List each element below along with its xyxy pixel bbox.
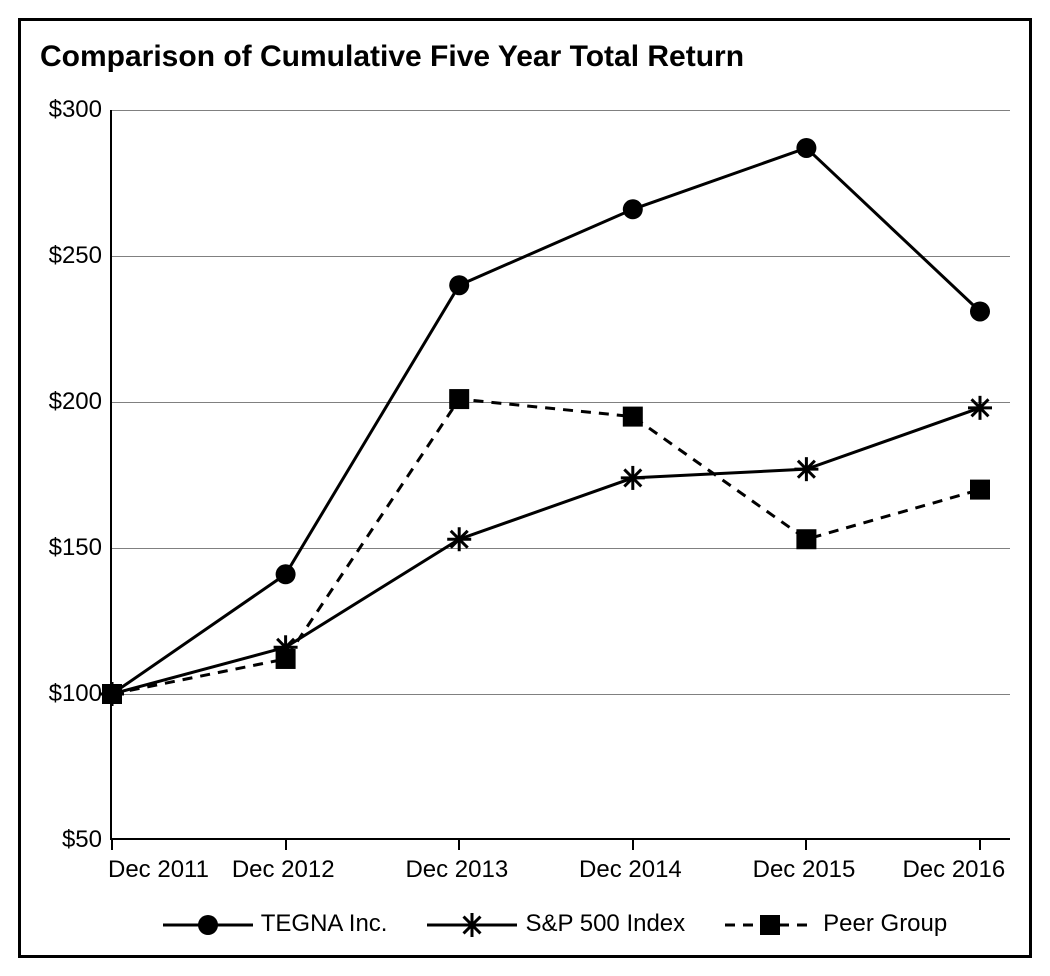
x-tick bbox=[111, 840, 113, 850]
legend-item: S&P 500 Index bbox=[427, 910, 685, 938]
x-tick bbox=[805, 840, 807, 850]
y-tick-label: $50 bbox=[32, 826, 102, 854]
legend-sample bbox=[725, 914, 815, 934]
series-marker bbox=[276, 649, 296, 669]
series-marker bbox=[794, 457, 818, 481]
series-marker bbox=[276, 564, 296, 584]
y-tick-label: $250 bbox=[32, 242, 102, 270]
series-marker bbox=[621, 466, 645, 490]
legend-item: Peer Group bbox=[725, 910, 947, 938]
series-marker bbox=[968, 396, 992, 420]
legend-sample bbox=[163, 914, 253, 934]
series-marker bbox=[449, 389, 469, 409]
x-tick-label: Dec 2012 bbox=[232, 856, 335, 884]
x-tick-label: Dec 2015 bbox=[753, 856, 856, 884]
series-marker bbox=[447, 527, 471, 551]
legend-label: TEGNA Inc. bbox=[261, 910, 388, 938]
x-tick bbox=[285, 840, 287, 850]
legend-sample bbox=[427, 914, 517, 934]
x-tick bbox=[632, 840, 634, 850]
x-tick-label: Dec 2016 bbox=[902, 856, 1005, 884]
y-tick-label: $300 bbox=[32, 96, 102, 124]
series-line bbox=[112, 399, 980, 694]
x-tick-label: Dec 2014 bbox=[579, 856, 682, 884]
series-marker bbox=[970, 480, 990, 500]
chart-container: Comparison of Cumulative Five Year Total… bbox=[0, 0, 1050, 976]
legend-label: S&P 500 Index bbox=[525, 910, 685, 938]
series-line bbox=[112, 148, 980, 694]
y-tick-label: $200 bbox=[32, 388, 102, 416]
x-tick bbox=[979, 840, 981, 850]
series-marker bbox=[449, 275, 469, 295]
chart-title: Comparison of Cumulative Five Year Total… bbox=[40, 40, 744, 74]
legend-item: TEGNA Inc. bbox=[163, 910, 388, 938]
series-marker bbox=[796, 529, 816, 549]
series-marker bbox=[623, 199, 643, 219]
y-tick-label: $100 bbox=[32, 680, 102, 708]
x-tick-label: Dec 2011 bbox=[108, 856, 209, 884]
x-tick bbox=[458, 840, 460, 850]
x-tick-label: Dec 2013 bbox=[405, 856, 508, 884]
series-marker bbox=[796, 138, 816, 158]
series-line bbox=[112, 408, 980, 694]
legend: TEGNA Inc. S&P 500 Index Peer Group bbox=[100, 910, 1010, 938]
series-lines bbox=[110, 110, 1010, 840]
y-tick-label: $150 bbox=[32, 534, 102, 562]
series-marker bbox=[623, 407, 643, 427]
series-marker bbox=[970, 301, 990, 321]
legend-label: Peer Group bbox=[823, 910, 947, 938]
series-marker bbox=[102, 684, 122, 704]
plot-area bbox=[110, 110, 1010, 840]
